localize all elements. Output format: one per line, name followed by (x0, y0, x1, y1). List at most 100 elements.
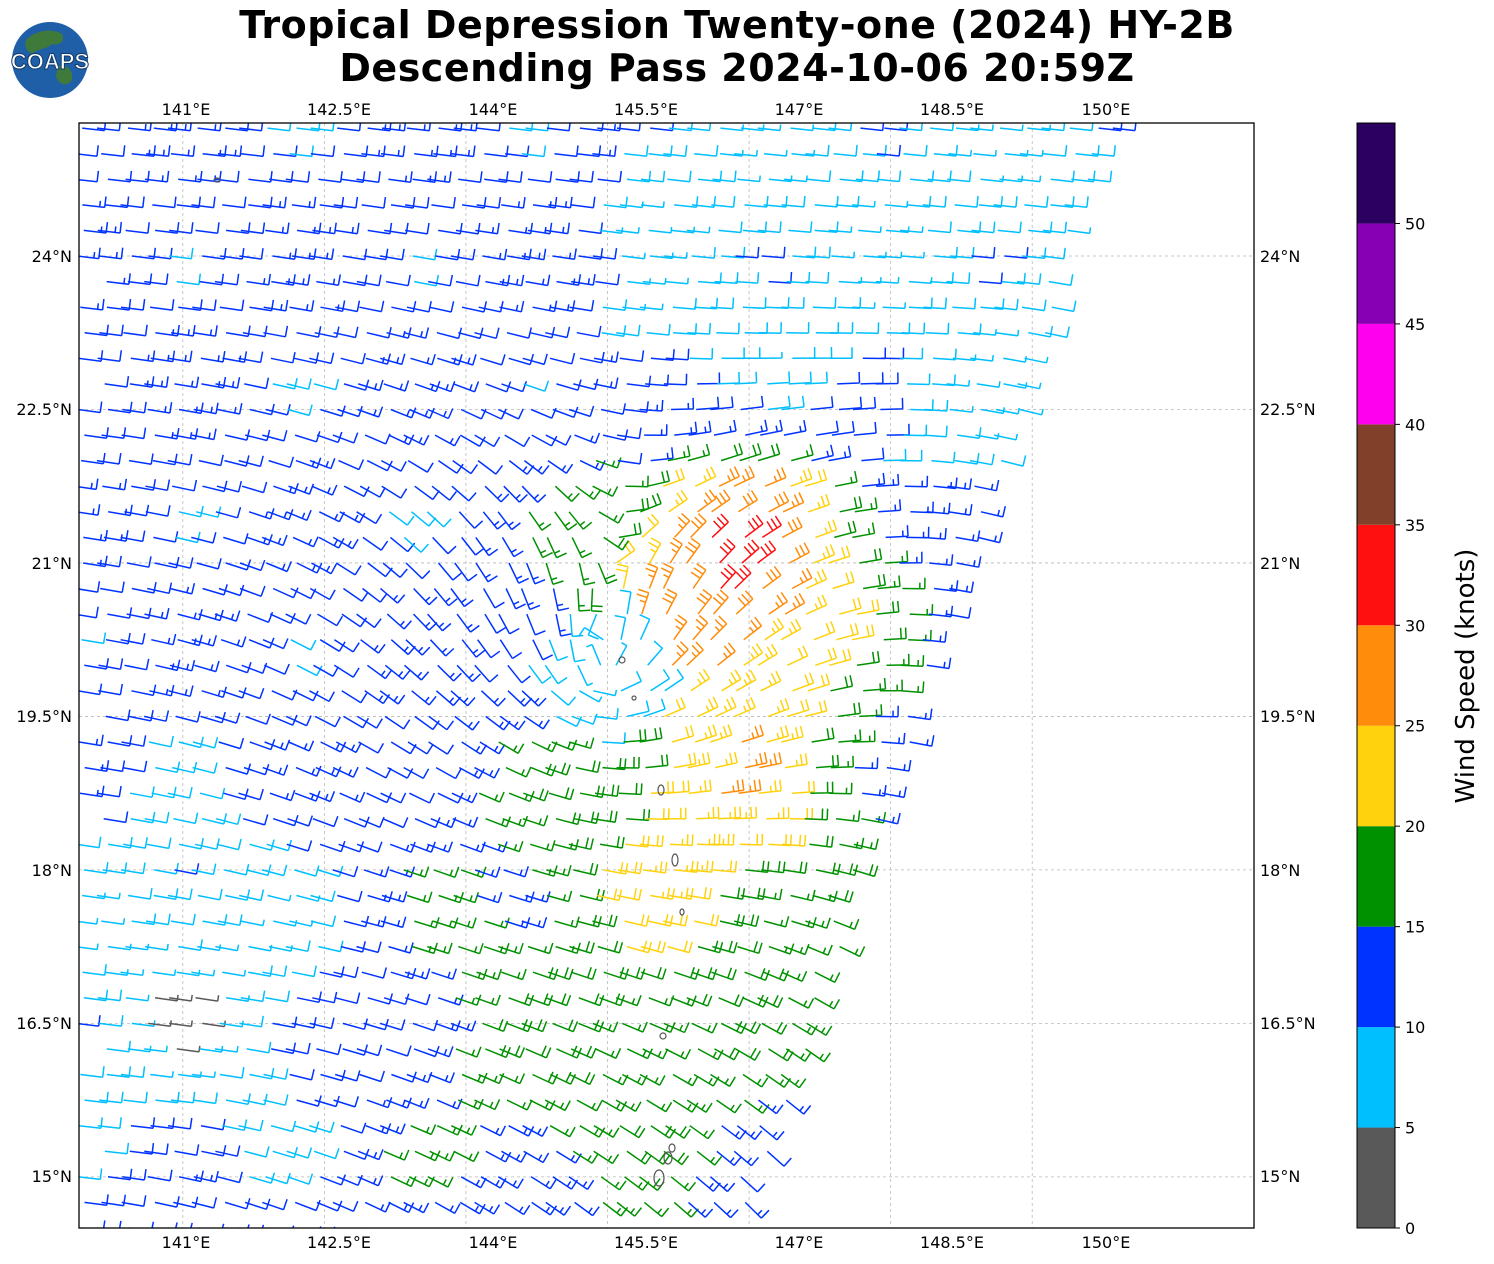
wind-barb (784, 753, 808, 769)
wind-barb (973, 150, 997, 157)
wind-barb (366, 1097, 393, 1109)
wind-barb (687, 443, 711, 462)
wind-barb (404, 664, 430, 681)
wind-barb (288, 483, 315, 495)
wind-barb (549, 1125, 576, 1138)
wind-barb (626, 940, 653, 954)
wind-barb (217, 914, 243, 927)
wind-barb (876, 600, 900, 615)
wind-barb (310, 123, 335, 132)
wind-barb (241, 662, 268, 675)
wind-barb (758, 1099, 784, 1115)
wind-barb (718, 466, 740, 487)
wind-barb (79, 1168, 103, 1181)
wind-barb (450, 248, 476, 261)
wind-barb (225, 889, 251, 901)
wind-barb (169, 222, 194, 234)
wind-barb (360, 639, 386, 654)
wind-barb (508, 993, 535, 1007)
wind-barb (178, 736, 204, 749)
wind-barb (886, 759, 912, 772)
wind-barb (854, 497, 878, 513)
wind-barb (546, 537, 567, 559)
wind-barb (687, 752, 711, 769)
wind-barb (691, 1022, 718, 1034)
wind-barb (569, 171, 594, 183)
wind-barb (502, 815, 529, 828)
colorbar-tick-label: 40 (1405, 415, 1425, 434)
wind-barb (412, 248, 438, 261)
wind-barb (450, 1124, 477, 1136)
wind-barb (380, 459, 407, 472)
wind-barb (450, 690, 476, 707)
title-block: Tropical Depression Twenty-one (2024) HY… (0, 4, 1474, 90)
wind-barb (639, 727, 663, 743)
lon-tick-label: 145.5°E (614, 100, 678, 119)
wind-barb (956, 556, 982, 568)
wind-barb (568, 737, 595, 750)
left-lat-labels: 24°N 22.5°N 21°N 19.5°N 18°N 16.5°N 15°N (16, 247, 72, 1186)
wind-barb (104, 1142, 130, 1155)
wind-barb (531, 1201, 558, 1216)
wind-barb (740, 1176, 766, 1193)
wind-barb (239, 585, 266, 598)
wind-barb (461, 301, 488, 313)
wind-barb (266, 561, 292, 573)
wind-barb (294, 352, 320, 364)
wind-barb (952, 297, 977, 310)
wind-barb (356, 613, 382, 629)
wind-barb (293, 1121, 320, 1133)
wind-barb (474, 664, 499, 683)
wind-barb (665, 348, 690, 361)
wind-barb (546, 865, 572, 877)
wind-barb (626, 1048, 653, 1060)
wind-barb (427, 408, 454, 420)
wind-barb (697, 940, 724, 954)
wind-barb (99, 324, 124, 337)
wind-barb (217, 145, 243, 158)
wind-barb (568, 1176, 595, 1191)
wind-barb (291, 248, 317, 261)
wind-barb (380, 916, 407, 929)
colorbar-tick-label: 15 (1405, 918, 1425, 937)
wind-barb (667, 940, 693, 954)
wind-barb (96, 123, 121, 132)
wind-barb (621, 1073, 648, 1086)
wind-barb (592, 1021, 619, 1033)
wind-barb (546, 890, 573, 903)
wind-barb (650, 887, 676, 901)
wind-barbs (79, 123, 1137, 1228)
wind-barb (436, 1098, 463, 1110)
wind-barb (922, 528, 947, 540)
wind-barb (665, 1125, 691, 1139)
wind-barb (710, 833, 735, 846)
wind-barb (761, 1021, 788, 1035)
wind-barb (309, 690, 335, 703)
wind-barb (787, 699, 810, 718)
wind-barb (379, 248, 405, 261)
wind-barb (144, 943, 169, 951)
wind-barb (391, 300, 417, 313)
lon-tick-label: 145.5°E (614, 1233, 678, 1252)
wind-barb (643, 698, 666, 718)
wind-barb (130, 350, 156, 363)
wind-barb (828, 123, 853, 132)
wind-barb (261, 864, 288, 877)
wind-barb (499, 1045, 526, 1059)
wind-barb (215, 944, 240, 952)
wind-barb (239, 248, 264, 260)
wind-barb (79, 401, 103, 414)
wind-barb (741, 539, 760, 564)
wind-barb (521, 485, 547, 503)
wind-barb (597, 888, 623, 902)
lat-tick-label: 16.5°N (1260, 1014, 1316, 1033)
wind-barb (838, 396, 863, 411)
wind-barb (407, 741, 434, 755)
wind-barb (272, 248, 298, 260)
lon-tick-label: 148.5°E (920, 1233, 984, 1252)
wind-barb (97, 1117, 122, 1130)
wind-barb (451, 354, 477, 366)
wind-barb (783, 943, 810, 956)
colorbar-bin (1357, 1127, 1395, 1228)
wind-barb (665, 277, 689, 285)
